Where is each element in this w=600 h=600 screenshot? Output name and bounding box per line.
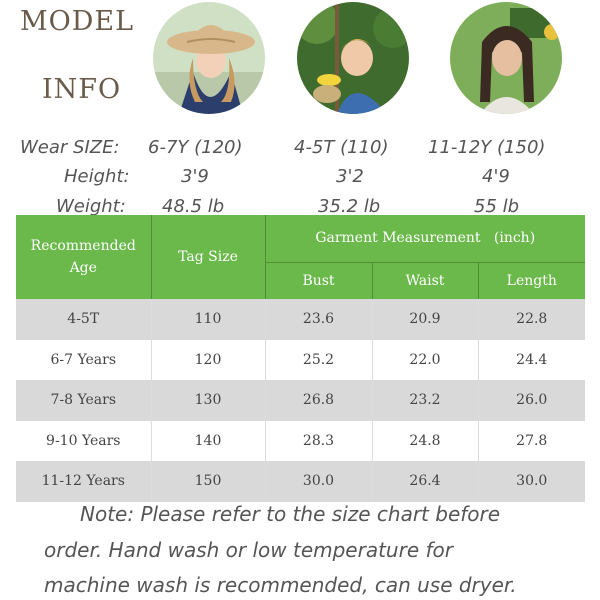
age-cell: 6-7 Years [16, 339, 152, 380]
waist-cell: 24.8 [372, 420, 479, 461]
header-bust: Bust [265, 262, 373, 299]
length-cell: 24.4 [478, 339, 585, 380]
model-3-size: 11-12Y (150) [428, 137, 546, 158]
tag-cell: 140 [151, 420, 266, 461]
table-row: 11-12 Years 150 30.0 26.4 30.0 [16, 461, 585, 502]
bust-cell: 23.6 [265, 299, 373, 340]
tag-cell: 110 [151, 299, 266, 340]
age-cell: 9-10 Years [16, 420, 152, 461]
length-cell: 22.8 [478, 299, 585, 340]
age-cell: 4-5T [16, 299, 152, 340]
note-line-3: machine wash is recommended, can use dry… [44, 573, 517, 597]
bust-cell: 28.3 [265, 420, 373, 461]
size-label: Wear SIZE: [20, 137, 120, 158]
girl-sunhat-photo [153, 2, 265, 114]
model-1-size: 6-7Y (120) [148, 137, 243, 158]
waist-cell: 23.2 [372, 380, 479, 421]
tag-cell: 150 [151, 461, 266, 502]
table-row: 4-5T 110 23.6 20.9 22.8 [16, 299, 585, 340]
tag-cell: 120 [151, 339, 266, 380]
bust-cell: 25.2 [265, 339, 373, 380]
length-cell: 27.8 [478, 420, 585, 461]
girl-outdoor-photo [450, 2, 562, 114]
height-label: Height: [64, 166, 130, 187]
age-cell: 7-8 Years [16, 380, 152, 421]
weight-label: Weight: [56, 196, 126, 217]
header-tag-size: Tag Size [151, 215, 266, 299]
table-row: 6-7 Years 120 25.2 22.0 24.4 [16, 339, 585, 380]
bust-cell: 30.0 [265, 461, 373, 502]
tag-cell: 130 [151, 380, 266, 421]
waist-cell: 22.0 [372, 339, 479, 380]
title-info: INFO [42, 74, 122, 105]
model-3-weight: 55 lb [474, 196, 520, 217]
table-row: 9-10 Years 140 28.3 24.8 27.8 [16, 420, 585, 461]
model-1-weight: 48.5 lb [162, 196, 225, 217]
header-recommended-age: Recommended Age [16, 215, 152, 299]
model-weight-row: Weight: 48.5 lb 35.2 lb 55 lb [0, 196, 600, 224]
title-model: MODEL [20, 6, 135, 37]
header-garment-measurement: Garment Measurement (inch) [265, 215, 585, 263]
waist-cell: 26.4 [372, 461, 479, 502]
header-length: Length [478, 262, 585, 299]
note-line-2: order. Hand wash or low temperature for [44, 538, 453, 562]
header-waist: Waist [372, 262, 479, 299]
bust-cell: 26.8 [265, 380, 373, 421]
model-size-row: Wear SIZE: 6-7Y (120) 4-5T (110) 11-12Y … [0, 137, 600, 165]
model-height-row: Height: 3'9 3'2 4'9 [0, 166, 600, 194]
age-cell: 11-12 Years [16, 461, 152, 502]
model-3-height: 4'9 [482, 166, 510, 187]
model-1-height: 3'9 [181, 166, 209, 187]
table-row: 7-8 Years 130 26.8 23.2 26.0 [16, 380, 585, 421]
model-2-size: 4-5T (110) [294, 137, 389, 158]
model-2-height: 3'2 [336, 166, 364, 187]
length-cell: 26.0 [478, 380, 585, 421]
model-2-weight: 35.2 lb [318, 196, 381, 217]
length-cell: 30.0 [478, 461, 585, 502]
boy-swing-photo [297, 2, 409, 114]
size-chart-table: Recommended Age Tag Size Garment Measure… [16, 215, 585, 502]
note-line-1: Note: Please refer to the size chart bef… [80, 502, 501, 526]
waist-cell: 20.9 [372, 299, 479, 340]
